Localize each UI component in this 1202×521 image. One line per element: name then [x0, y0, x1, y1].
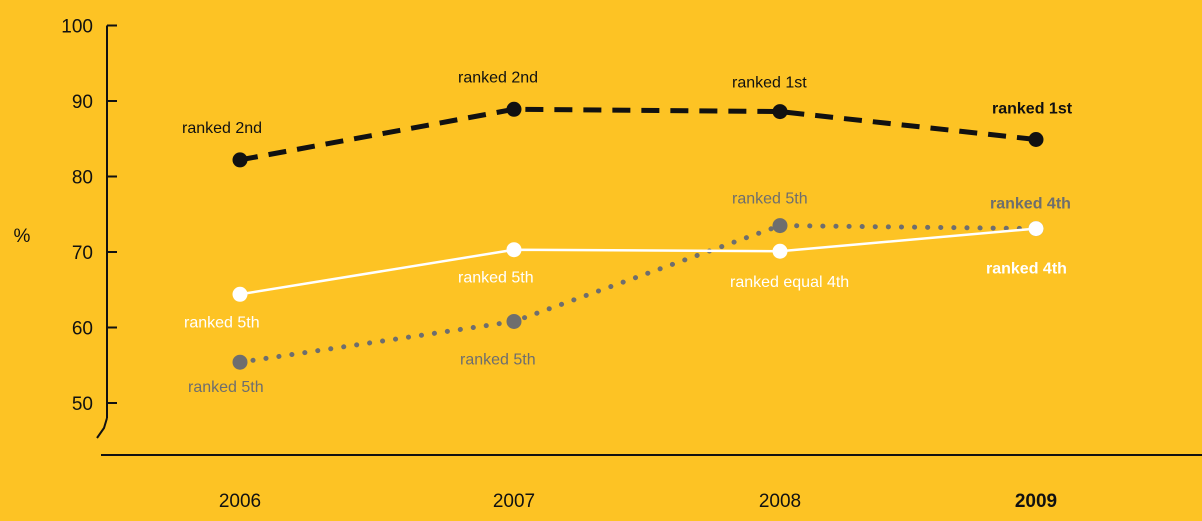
data-label-solid-2009: ranked 4th	[986, 261, 1067, 278]
data-point-dotted-2006	[232, 354, 248, 370]
data-point-dashed-2006	[232, 152, 248, 168]
series-line-dotted	[237, 223, 1039, 365]
data-point-solid-2009	[1028, 221, 1044, 237]
data-label-dotted-2006: ranked 5th	[188, 379, 264, 396]
series-layer	[232, 101, 1044, 370]
data-point-solid-2006	[232, 286, 248, 302]
data-point-dotted-2007	[506, 313, 522, 329]
data-point-solid-2007	[506, 242, 522, 258]
y-tick-label-50: 50	[72, 394, 93, 415]
y-tick-label-80: 80	[72, 168, 93, 189]
data-point-dashed-2007	[506, 101, 522, 117]
data-point-solid-2008	[772, 243, 788, 259]
data-label-solid-2007: ranked 5th	[458, 270, 534, 287]
y-tick-label-100: 100	[61, 17, 93, 38]
data-label-solid-2006: ranked 5th	[184, 314, 260, 331]
data-point-dashed-2009	[1028, 132, 1044, 148]
y-tick-label-60: 60	[72, 319, 93, 340]
data-label-dashed-2007: ranked 2nd	[458, 69, 538, 86]
series-line-dashed	[239, 106, 1037, 163]
y-tick-label-70: 70	[72, 243, 93, 264]
axis-layer: 50 60 70 80 90 100% 2006 2007 2008 2009	[14, 17, 1202, 512]
series-line-solid	[239, 227, 1037, 296]
data-label-dashed-2008: ranked 1st	[732, 75, 807, 92]
data-label-dashed-2006: ranked 2nd	[182, 120, 262, 137]
x-label-2007: 2007	[493, 491, 535, 512]
data-label-dashed-2009: ranked 1st	[992, 101, 1073, 118]
data-point-dashed-2008	[772, 104, 788, 120]
data-label-dotted-2007: ranked 5th	[460, 351, 536, 368]
x-label-2009: 2009	[1015, 491, 1057, 512]
y-axis-label: %	[14, 226, 31, 247]
data-label-dotted-2008: ranked 5th	[732, 191, 808, 208]
data-point-dotted-2008	[772, 218, 788, 234]
data-label-dotted-2009: ranked 4th	[990, 196, 1071, 213]
data-label-solid-2008: ranked equal 4th	[730, 274, 849, 291]
label-layer: ranked 5th ranked 5th ranked 5th ranked 4th…	[182, 69, 1073, 396]
x-label-2008: 2008	[759, 491, 801, 512]
y-tick-label-90: 90	[72, 92, 93, 113]
x-label-2006: 2006	[219, 491, 261, 512]
y-axis-break	[96, 417, 108, 439]
